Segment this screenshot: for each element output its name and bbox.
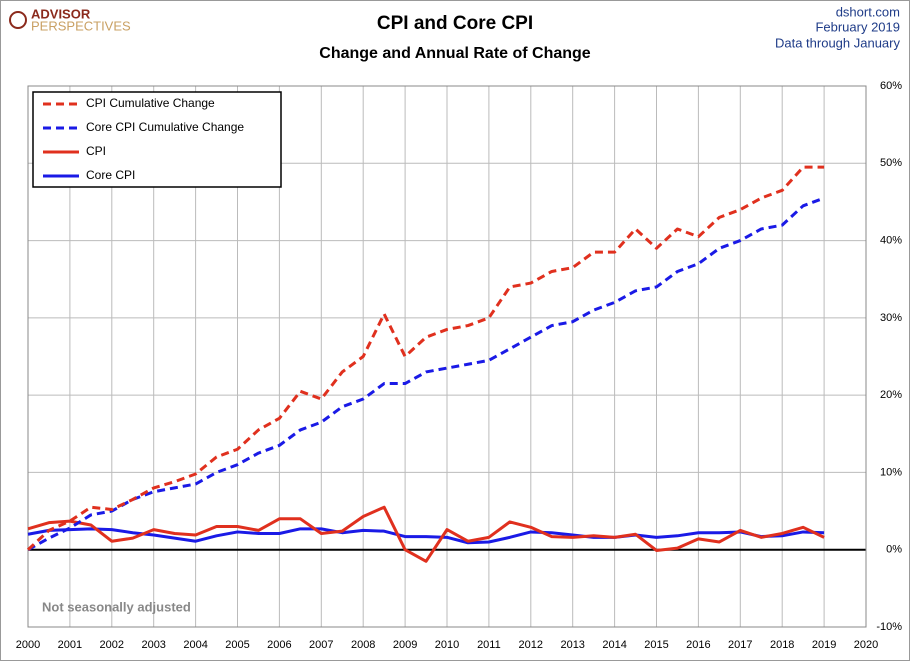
x-tick-label: 2012 <box>519 639 543 651</box>
x-tick-label: 2009 <box>393 639 417 651</box>
y-tick-label: 40% <box>880 234 902 246</box>
x-tick-label: 2016 <box>686 639 710 651</box>
x-tick-label: 2004 <box>183 639 207 651</box>
logo-top: ADVISOR <box>31 6 91 21</box>
x-tick-label: 2000 <box>16 639 40 651</box>
series-line <box>27 196 825 552</box>
plot-frame <box>27 85 867 628</box>
x-tick-label: 2017 <box>728 639 752 651</box>
legend-box <box>32 91 282 188</box>
x-tick-label: 2002 <box>100 639 124 651</box>
y-tick-label: 0% <box>886 544 902 556</box>
y-tick-label: -10% <box>876 621 902 633</box>
series-line <box>27 527 825 545</box>
x-tick-label: 2003 <box>141 639 165 651</box>
x-tick-label: 2011 <box>477 639 501 651</box>
x-tick-label: 2005 <box>225 639 249 651</box>
x-tick-label: 2018 <box>770 639 794 651</box>
x-tick-label: 2010 <box>435 639 459 651</box>
annotation: Not seasonally adjusted <box>42 599 191 614</box>
date: February 2019 <box>815 19 900 34</box>
x-tick-label: 2020 <box>854 639 878 651</box>
legend-label: CPI Cumulative Change <box>86 96 215 110</box>
legend-label: Core CPI <box>86 168 135 182</box>
x-tick-label: 2014 <box>602 639 626 651</box>
data-note: Data through January <box>775 35 901 50</box>
logo-bottom: PERSPECTIVES <box>31 18 131 33</box>
y-tick-label: 10% <box>880 466 902 478</box>
x-tick-label: 2015 <box>644 639 668 651</box>
x-tick-label: 2008 <box>351 639 375 651</box>
x-tick-label: 2019 <box>812 639 836 651</box>
legend-label: CPI <box>86 144 106 158</box>
y-tick-label: 30% <box>880 312 902 324</box>
y-tick-label: 50% <box>880 157 902 169</box>
logo-icon <box>9 11 27 29</box>
x-tick-label: 2013 <box>560 639 584 651</box>
series-line <box>27 505 825 563</box>
series-line <box>26 165 825 551</box>
x-tick-label: 2007 <box>309 639 333 651</box>
y-tick-label: 20% <box>880 389 902 401</box>
chart-subtitle: Change and Annual Rate of Change <box>319 45 591 62</box>
y-tick-label: 60% <box>880 80 902 92</box>
x-tick-label: 2001 <box>58 639 82 651</box>
legend-label: Core CPI Cumulative Change <box>86 120 244 134</box>
x-tick-label: 2006 <box>267 639 291 651</box>
chart-title: CPI and Core CPI <box>377 13 533 34</box>
source: dshort.com <box>836 4 900 19</box>
